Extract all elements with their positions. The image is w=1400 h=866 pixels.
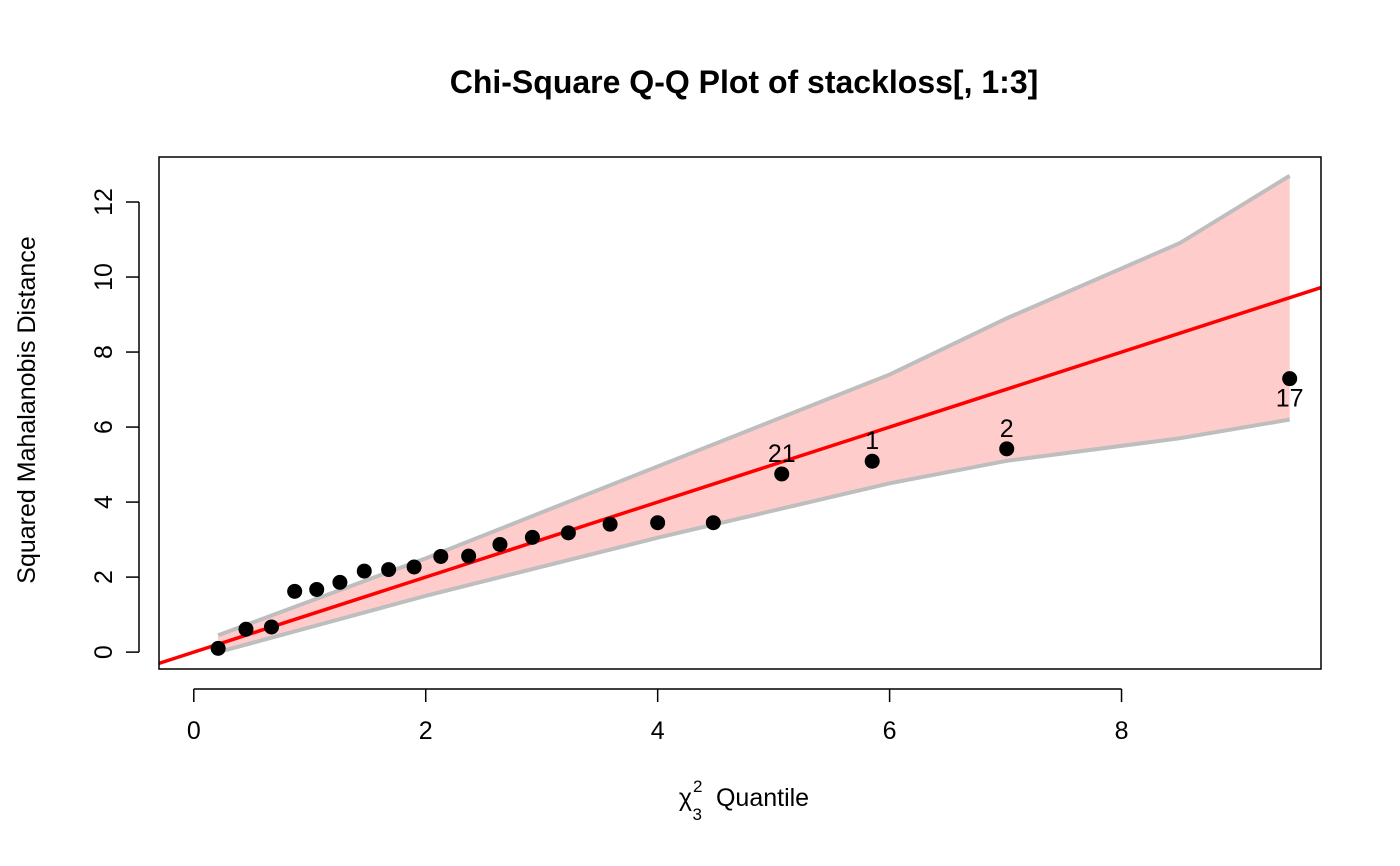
x-tick-label: 6 [883, 717, 897, 745]
data-point [524, 529, 540, 545]
data-point [999, 441, 1015, 457]
data-point [433, 548, 449, 564]
x-axis-label-text: Quantile [716, 784, 809, 812]
data-point [356, 563, 372, 579]
point-label: 2 [1000, 415, 1014, 443]
chart-title: Chi-Square Q-Q Plot of stackloss[, 1:3] [450, 64, 1039, 100]
data-point [560, 525, 576, 541]
y-tick-label: 4 [90, 495, 118, 509]
point-label: 17 [1276, 385, 1304, 413]
data-point [210, 640, 226, 656]
x-tick-label: 0 [187, 717, 201, 745]
x-axis-label-superscript: 2 [693, 777, 702, 796]
x-axis-label-symbol: χ [679, 784, 692, 812]
y-tick-label: 2 [90, 570, 118, 584]
x-tick-label: 4 [651, 717, 665, 745]
points-group [210, 371, 1298, 656]
data-point [238, 621, 254, 637]
data-point [1282, 371, 1298, 387]
point-label: 21 [768, 440, 796, 468]
data-point [461, 548, 477, 564]
point-labels-group: 21 1 2 17 [768, 385, 1304, 468]
data-point [406, 559, 422, 575]
data-point [381, 562, 397, 578]
y-axis: 0 2 4 6 8 10 12 [90, 188, 140, 659]
data-point [864, 453, 880, 469]
plot-frame [158, 156, 1322, 670]
envelope-band [218, 175, 1290, 653]
plot-area: 21 1 2 17 [158, 174, 1322, 666]
envelope-upper-line [217, 174, 1291, 638]
y-tick-label: 6 [90, 420, 118, 434]
y-axis-label: Squared Mahalanobis Distance [13, 236, 41, 583]
data-point [602, 516, 618, 532]
data-point [309, 581, 325, 597]
data-point [332, 574, 348, 590]
data-point [287, 583, 303, 599]
x-axis: 0 2 4 6 8 [187, 688, 1129, 745]
x-tick-label: 8 [1115, 717, 1129, 745]
reference-line [158, 285, 1322, 666]
envelope-lower-line [217, 417, 1291, 655]
data-point [263, 619, 279, 635]
x-tick-label: 2 [419, 717, 433, 745]
y-tick-label: 10 [90, 263, 118, 291]
y-tick-label: 0 [90, 645, 118, 659]
point-label: 1 [865, 427, 879, 455]
data-point [650, 515, 666, 531]
y-tick-label: 12 [90, 188, 118, 216]
x-axis-label-subscript: 3 [693, 805, 702, 824]
data-point [705, 515, 721, 531]
data-point [492, 536, 508, 552]
y-tick-label: 8 [90, 345, 118, 359]
data-point [774, 466, 790, 482]
x-axis-label: χ2 3 Quantile [679, 777, 809, 824]
